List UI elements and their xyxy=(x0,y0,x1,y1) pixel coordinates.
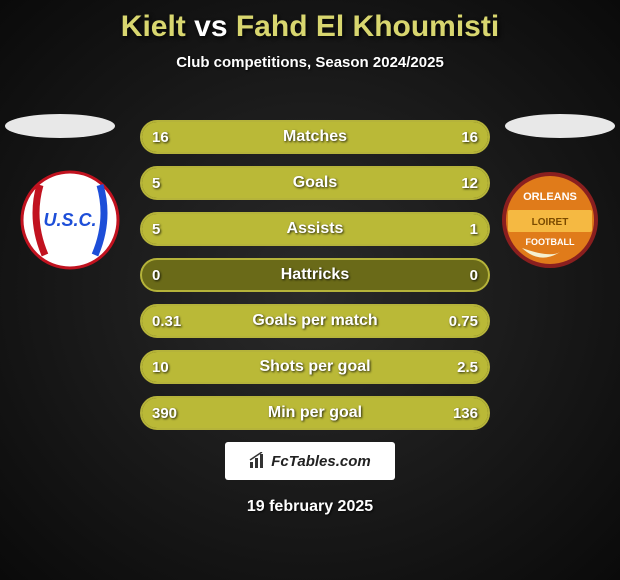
svg-text:FOOTBALL: FOOTBALL xyxy=(526,237,575,247)
bar-fill-left xyxy=(142,352,419,382)
player2-name: Fahd El Khoumisti xyxy=(236,10,499,43)
svg-text:ORLEANS: ORLEANS xyxy=(523,191,577,203)
bar-track xyxy=(140,396,490,430)
date-text: 19 february 2025 xyxy=(0,498,620,516)
bar-track xyxy=(140,258,490,292)
bar-fill-right xyxy=(419,352,488,382)
bar-fill-left xyxy=(142,398,398,428)
bar-fill-right xyxy=(242,168,488,198)
bar-fill-right xyxy=(429,214,488,244)
crest-shadow-right xyxy=(505,114,615,138)
svg-text:LOIRET: LOIRET xyxy=(532,217,569,228)
stat-row: Min per goal390136 xyxy=(140,396,490,430)
club-crest-left: U.S.C. xyxy=(20,170,120,270)
watermark-badge: FcTables.com xyxy=(225,442,395,480)
stat-row: Matches1616 xyxy=(140,120,490,154)
watermark-text: FcTables.com xyxy=(271,453,370,470)
stat-row: Goals512 xyxy=(140,166,490,200)
bar-track xyxy=(140,212,490,246)
stat-row: Shots per goal102.5 xyxy=(140,350,490,384)
bar-fill-left xyxy=(142,122,315,152)
bar-fill-left xyxy=(142,214,429,244)
bar-fill-right xyxy=(315,122,488,152)
bar-fill-left xyxy=(142,168,242,198)
bar-fill-left xyxy=(142,306,242,336)
bar-track xyxy=(140,120,490,154)
subtitle: Club competitions, Season 2024/2025 xyxy=(0,54,620,71)
svg-text:U.S.C.: U.S.C. xyxy=(43,210,96,230)
stat-row: Hattricks00 xyxy=(140,258,490,292)
club-crest-right: ORLEANS LOIRET FOOTBALL xyxy=(500,170,600,270)
bar-track xyxy=(140,350,490,384)
bar-fill-right xyxy=(398,398,488,428)
stat-row: Assists51 xyxy=(140,212,490,246)
vs-text: vs xyxy=(194,10,227,43)
bar-track xyxy=(140,304,490,338)
stats-bars: Matches1616 Goals512 Assists51 Hattricks00 G… xyxy=(140,120,490,442)
page-title: Kielt vs Fahd El Khoumisti xyxy=(0,0,620,44)
chart-icon xyxy=(249,452,267,470)
crest-shadow-left xyxy=(5,114,115,138)
bar-track xyxy=(140,166,490,200)
player1-name: Kielt xyxy=(121,10,186,43)
bar-fill-right xyxy=(242,306,488,336)
stat-row: Goals per match0.310.75 xyxy=(140,304,490,338)
